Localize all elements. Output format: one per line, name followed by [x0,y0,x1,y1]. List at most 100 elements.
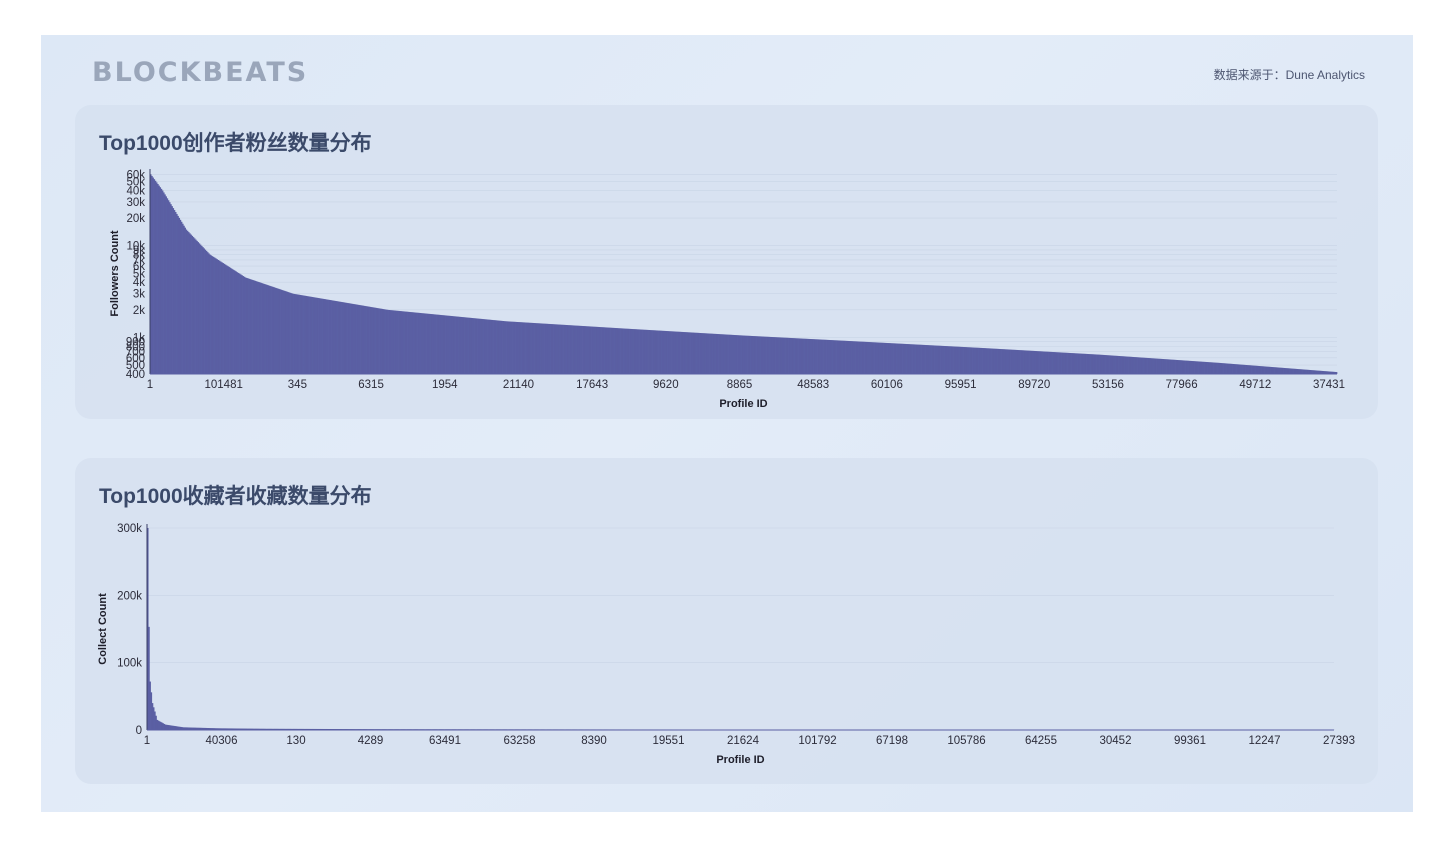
bar [984,348,986,374]
bar [1094,354,1097,374]
bar [398,310,400,374]
bar [1259,366,1262,374]
bar [840,340,843,374]
bar [1139,357,1142,374]
bar [565,324,567,374]
bar [426,313,429,374]
bar [1246,365,1249,374]
bar [771,337,774,374]
bar [1028,350,1030,374]
bar [158,721,161,730]
bar [267,285,270,374]
bar [588,326,590,374]
bar [1266,366,1269,374]
bar [184,727,187,730]
bar [405,311,407,374]
bar [301,728,303,730]
bar [411,312,413,374]
bar [629,328,632,374]
bar [898,343,901,374]
bar [749,335,751,374]
bar [516,321,519,374]
bar [1185,360,1187,374]
x-tick-label: 99361 [1174,735,1206,747]
bar [177,215,179,374]
bar [1265,366,1268,374]
bar [781,337,784,374]
bar [878,342,881,374]
bar [1014,349,1016,374]
bar [869,342,871,374]
bar [705,333,708,374]
bar [843,340,845,374]
x-tick-label: 53156 [1092,379,1124,391]
bar [455,316,457,374]
bar [668,331,671,374]
bar [1177,360,1180,374]
bar [559,324,562,374]
bar [622,328,624,374]
bar [1300,369,1302,374]
bar [1247,365,1250,374]
bar [546,323,548,374]
bar [715,333,717,374]
bar [268,728,270,730]
bar [745,335,748,374]
bar [272,286,274,374]
y-axis-label: Collect Count [97,593,109,665]
bar [520,322,522,374]
bar [309,728,312,730]
bar [833,340,836,374]
bar [383,309,386,374]
bar [462,317,464,374]
bar [682,332,685,374]
bar [836,340,838,374]
bar [464,317,467,374]
bar [163,192,165,374]
bar [826,339,829,374]
bar [1264,366,1267,374]
bar [1138,357,1141,374]
bar [236,272,239,374]
bar [571,325,573,374]
bar [614,327,616,374]
bar [244,728,246,730]
bar [544,323,546,374]
bar [150,692,153,730]
bar [758,336,761,374]
bar [953,346,956,374]
bar [1243,364,1245,374]
bar [894,343,896,374]
bar [717,334,719,374]
bar [1084,353,1086,374]
bar [341,302,343,374]
bar [373,307,375,374]
bar [439,314,442,374]
bar [663,330,666,374]
bar [442,315,444,374]
bar [1277,367,1280,374]
bar [350,303,353,374]
bar [231,269,234,374]
bar [1167,359,1169,374]
bar [846,340,849,374]
x-tick-label: 6315 [358,379,384,391]
bar [1199,361,1201,374]
bar [780,337,782,374]
bar [998,348,1001,374]
bar [647,329,649,374]
bar [189,727,192,730]
bar [1200,361,1203,374]
y-tick-label: 9k [133,245,145,257]
followers-chart-title: Top1000创作者粉丝数量分布 [99,132,372,155]
bar [653,330,655,374]
bar [415,312,418,374]
bar [652,330,654,374]
bar [872,342,875,374]
bar [153,179,156,374]
bar [1274,367,1276,374]
bar [298,294,300,374]
bar [329,299,331,374]
bar [567,325,570,374]
bar [577,325,579,374]
